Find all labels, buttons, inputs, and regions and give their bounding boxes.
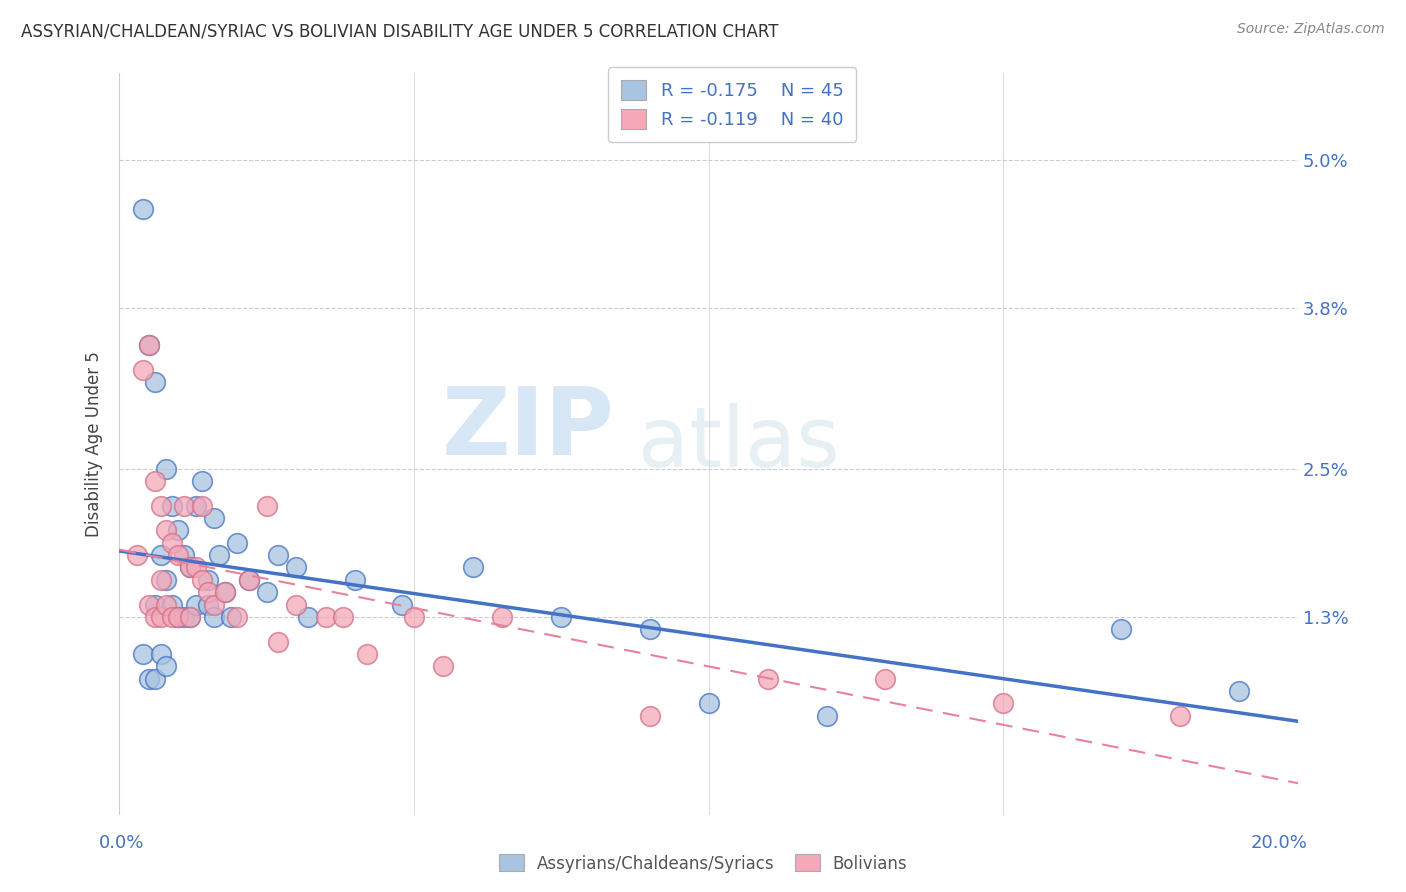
Point xyxy=(173,610,195,624)
Point xyxy=(267,548,290,562)
Point xyxy=(155,659,177,673)
Point xyxy=(356,647,378,661)
Point xyxy=(191,573,214,587)
Point xyxy=(697,697,720,711)
Point xyxy=(155,461,177,475)
Point xyxy=(238,573,260,587)
Point xyxy=(179,560,201,574)
Point xyxy=(138,598,160,612)
Point xyxy=(756,672,779,686)
Point xyxy=(143,375,166,389)
Text: 20.0%: 20.0% xyxy=(1251,834,1308,852)
Point xyxy=(214,585,236,599)
Point xyxy=(138,672,160,686)
Point xyxy=(143,474,166,488)
Point xyxy=(202,511,225,525)
Point xyxy=(179,610,201,624)
Point xyxy=(461,560,484,574)
Point xyxy=(125,548,148,562)
Point xyxy=(256,499,278,513)
Point xyxy=(138,338,160,352)
Point xyxy=(344,573,367,587)
Point xyxy=(191,499,214,513)
Text: ASSYRIAN/CHALDEAN/SYRIAC VS BOLIVIAN DISABILITY AGE UNDER 5 CORRELATION CHART: ASSYRIAN/CHALDEAN/SYRIAC VS BOLIVIAN DIS… xyxy=(21,22,779,40)
Point xyxy=(173,548,195,562)
Text: ZIP: ZIP xyxy=(441,383,614,475)
Point xyxy=(491,610,513,624)
Point xyxy=(167,610,190,624)
Point xyxy=(1168,708,1191,723)
Point xyxy=(143,598,166,612)
Point xyxy=(285,560,308,574)
Point xyxy=(149,610,172,624)
Point xyxy=(179,610,201,624)
Point xyxy=(197,573,219,587)
Point xyxy=(875,672,897,686)
Point xyxy=(267,634,290,648)
Point xyxy=(285,598,308,612)
Point xyxy=(256,585,278,599)
Point xyxy=(1109,622,1132,636)
Point xyxy=(226,610,249,624)
Text: atlas: atlas xyxy=(638,403,839,484)
Point xyxy=(162,598,184,612)
Point xyxy=(179,560,201,574)
Point xyxy=(191,474,214,488)
Point xyxy=(162,535,184,549)
Point xyxy=(132,647,155,661)
Point xyxy=(149,499,172,513)
Point xyxy=(219,610,242,624)
Point xyxy=(132,363,155,377)
Text: 0.0%: 0.0% xyxy=(98,834,143,852)
Point xyxy=(197,585,219,599)
Point xyxy=(208,548,231,562)
Y-axis label: Disability Age Under 5: Disability Age Under 5 xyxy=(86,351,103,537)
Point xyxy=(167,610,190,624)
Point xyxy=(226,535,249,549)
Point xyxy=(1227,684,1250,698)
Point xyxy=(202,598,225,612)
Point xyxy=(132,202,155,216)
Point xyxy=(550,610,572,624)
Point xyxy=(638,622,661,636)
Point xyxy=(149,647,172,661)
Point xyxy=(332,610,354,624)
Point xyxy=(155,598,177,612)
Point xyxy=(184,499,207,513)
Point xyxy=(638,708,661,723)
Point xyxy=(149,548,172,562)
Legend: Assyrians/Chaldeans/Syriacs, Bolivians: Assyrians/Chaldeans/Syriacs, Bolivians xyxy=(492,847,914,880)
Point xyxy=(149,573,172,587)
Point xyxy=(184,598,207,612)
Point xyxy=(815,708,838,723)
Point xyxy=(162,610,184,624)
Point xyxy=(162,499,184,513)
Point xyxy=(993,697,1015,711)
Point xyxy=(138,338,160,352)
Point xyxy=(402,610,425,624)
Point xyxy=(167,524,190,538)
Point xyxy=(197,598,219,612)
Point xyxy=(214,585,236,599)
Point xyxy=(202,610,225,624)
Point xyxy=(167,548,190,562)
Text: Source: ZipAtlas.com: Source: ZipAtlas.com xyxy=(1237,22,1385,37)
Point xyxy=(432,659,454,673)
Point xyxy=(155,573,177,587)
Point xyxy=(143,610,166,624)
Point xyxy=(143,672,166,686)
Point xyxy=(238,573,260,587)
Point xyxy=(155,524,177,538)
Point xyxy=(173,499,195,513)
Legend: R = -0.175    N = 45, R = -0.119    N = 40: R = -0.175 N = 45, R = -0.119 N = 40 xyxy=(609,68,856,142)
Point xyxy=(184,560,207,574)
Point xyxy=(315,610,337,624)
Point xyxy=(297,610,319,624)
Point xyxy=(391,598,413,612)
